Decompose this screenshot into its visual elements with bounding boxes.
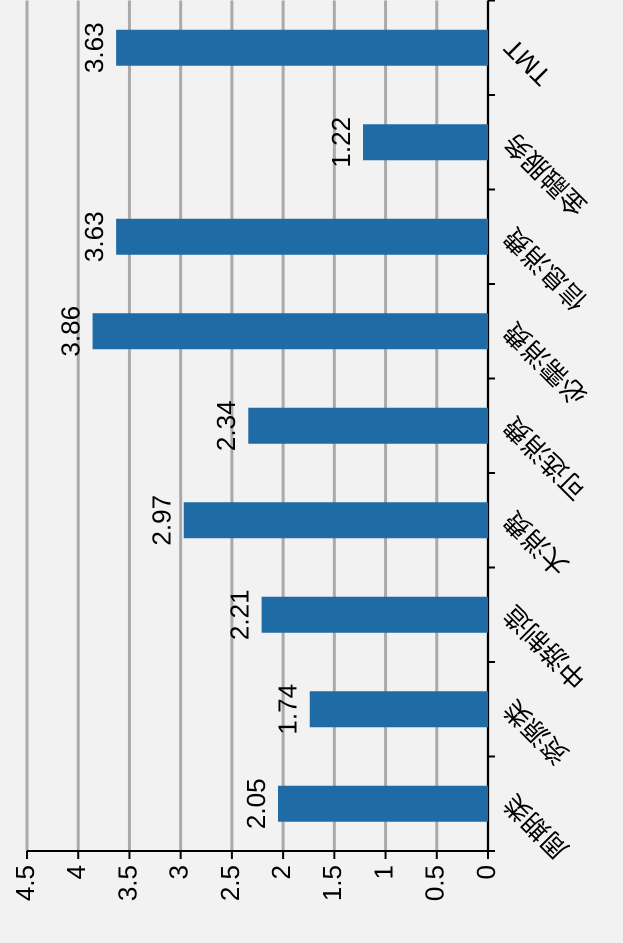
value-label: 3.86 [55, 306, 85, 357]
y-tick-label: 2 [266, 865, 296, 879]
bar [363, 124, 489, 161]
bar [116, 29, 488, 66]
y-tick-label: 3.5 [112, 865, 142, 901]
bar [277, 785, 488, 822]
value-label: 2.34 [211, 400, 241, 451]
bar [248, 407, 488, 444]
y-tick-label: 2.5 [215, 865, 245, 901]
bar [261, 596, 488, 633]
value-label: 3.63 [79, 22, 109, 73]
y-tick-label: 1 [368, 865, 398, 879]
y-tick-label: 0.5 [420, 865, 450, 901]
value-label: 2.21 [224, 589, 254, 640]
y-tick-label: 1.5 [317, 865, 347, 901]
bar [116, 218, 488, 255]
y-tick-label: 4 [61, 865, 91, 879]
y-tick-label: 0 [471, 865, 501, 879]
bar [92, 313, 488, 350]
value-label: 3.63 [79, 211, 109, 262]
value-label: 1.22 [326, 117, 356, 168]
value-label: 1.74 [273, 684, 303, 735]
bar [309, 691, 488, 728]
y-tick-label: 3 [164, 865, 194, 879]
y-tick-label: 4.5 [10, 865, 40, 901]
bar [183, 502, 489, 539]
value-label: 2.97 [147, 495, 177, 546]
value-label: 2.05 [241, 778, 271, 829]
